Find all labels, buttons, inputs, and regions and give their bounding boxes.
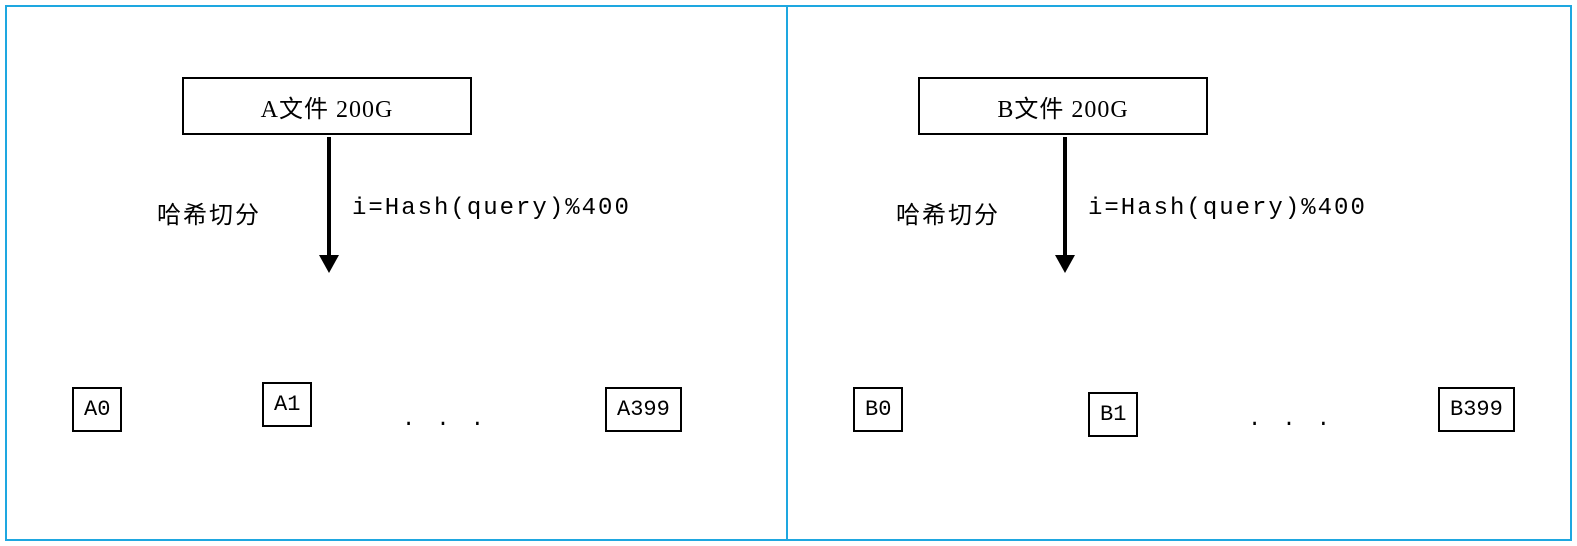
hash-label-b-text: 哈希切分 [896, 203, 1000, 229]
box-b1: B1 [1088, 392, 1138, 437]
arrow-b-line [1063, 137, 1067, 257]
formula-b-text: i=Hash(query)%400 [1088, 195, 1367, 222]
file-box-a-label: A文件 200G [261, 89, 394, 124]
panel-left: A文件 200G 哈希切分 i=Hash(query)%400 A0 A1 A3… [7, 7, 788, 539]
box-a1-label: A1 [274, 392, 300, 417]
ellipsis-a-text: . . . [402, 407, 488, 432]
box-b0: B0 [853, 387, 903, 432]
file-box-b: B文件 200G [918, 77, 1208, 135]
box-b399: B399 [1438, 387, 1515, 432]
file-box-b-label: B文件 200G [997, 89, 1128, 124]
panel-right: B文件 200G 哈希切分 i=Hash(query)%400 B0 B1 B3… [788, 7, 1570, 539]
formula-a: i=Hash(query)%400 [352, 195, 631, 222]
box-a399: A399 [605, 387, 682, 432]
arrow-a-line [327, 137, 331, 257]
box-b0-label: B0 [865, 397, 891, 422]
hash-label-a: 哈希切分 [157, 195, 261, 230]
box-a0-label: A0 [84, 397, 110, 422]
formula-a-text: i=Hash(query)%400 [352, 195, 631, 222]
box-b399-label: B399 [1450, 397, 1503, 422]
box-a399-label: A399 [617, 397, 670, 422]
ellipsis-a: . . . [402, 407, 488, 432]
hash-label-b: 哈希切分 [896, 195, 1000, 230]
box-b1-label: B1 [1100, 402, 1126, 427]
formula-b: i=Hash(query)%400 [1088, 195, 1367, 222]
diagram-container: A文件 200G 哈希切分 i=Hash(query)%400 A0 A1 A3… [5, 5, 1572, 541]
arrow-b-head [1055, 255, 1075, 273]
box-a1: A1 [262, 382, 312, 427]
ellipsis-b-text: . . . [1248, 407, 1334, 432]
hash-label-a-text: 哈希切分 [157, 203, 261, 229]
box-a0: A0 [72, 387, 122, 432]
ellipsis-b: . . . [1248, 407, 1334, 432]
file-box-a: A文件 200G [182, 77, 472, 135]
arrow-a-head [319, 255, 339, 273]
